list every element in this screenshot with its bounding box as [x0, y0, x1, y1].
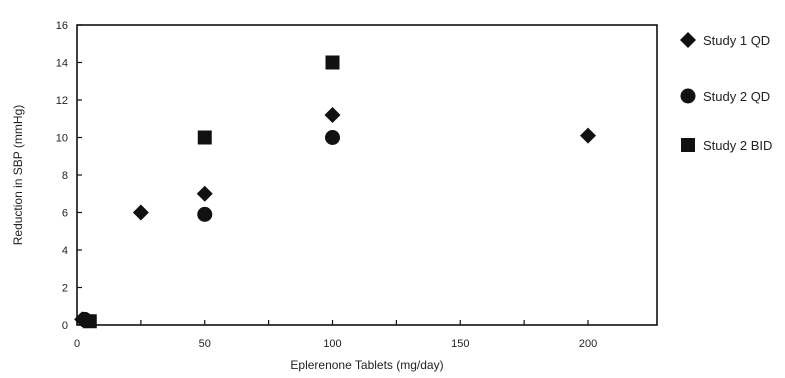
data-point-diamond — [580, 127, 597, 144]
x-tick-label: 0 — [74, 338, 80, 350]
legend: Study 1 QD Study 2 QD Study 2 BID — [680, 32, 772, 153]
data-point-square — [197, 130, 212, 145]
y-tick-label: 12 — [56, 95, 68, 107]
legend-label: Study 1 QD — [703, 33, 770, 48]
y-axis-title: Reduction in SBP (mmHg) — [11, 105, 25, 246]
y-tick-label: 4 — [62, 245, 68, 257]
data-point-square — [325, 55, 340, 70]
x-axis-title: Eplerenone Tablets (mg/day) — [290, 358, 443, 372]
data-point-circle — [325, 130, 341, 145]
legend-label: Study 2 QD — [703, 89, 770, 104]
legend-marker-circle — [680, 88, 696, 104]
y-tick-label: 8 — [62, 170, 68, 182]
x-tick-label: 150 — [451, 338, 469, 350]
y-tick-label: 14 — [56, 58, 68, 70]
data-point-diamond — [324, 107, 341, 123]
data-point-diamond — [132, 204, 149, 221]
y-tick-label: 10 — [56, 133, 68, 145]
x-tick-label: 100 — [323, 338, 341, 350]
legend-marker-square — [681, 138, 695, 152]
y-tick-label: 2 — [62, 283, 68, 295]
y-tick-label: 0 — [62, 320, 68, 332]
data-point-circle — [197, 206, 213, 222]
legend-marker-diamond — [680, 32, 696, 48]
x-axis: 0 50 100 150 200 — [74, 320, 597, 350]
x-tick-label: 200 — [579, 338, 597, 350]
data-point-diamond — [196, 185, 213, 202]
legend-label: Study 2 BID — [703, 138, 772, 153]
x-tick-label: 50 — [199, 338, 211, 350]
y-tick-label: 16 — [56, 20, 68, 32]
y-tick-label: 6 — [62, 208, 68, 220]
data-points — [74, 55, 597, 329]
y-axis: 0 2 4 6 8 10 12 14 16 — [56, 20, 82, 332]
data-point-square — [82, 314, 97, 329]
plot-frame — [76, 24, 658, 326]
